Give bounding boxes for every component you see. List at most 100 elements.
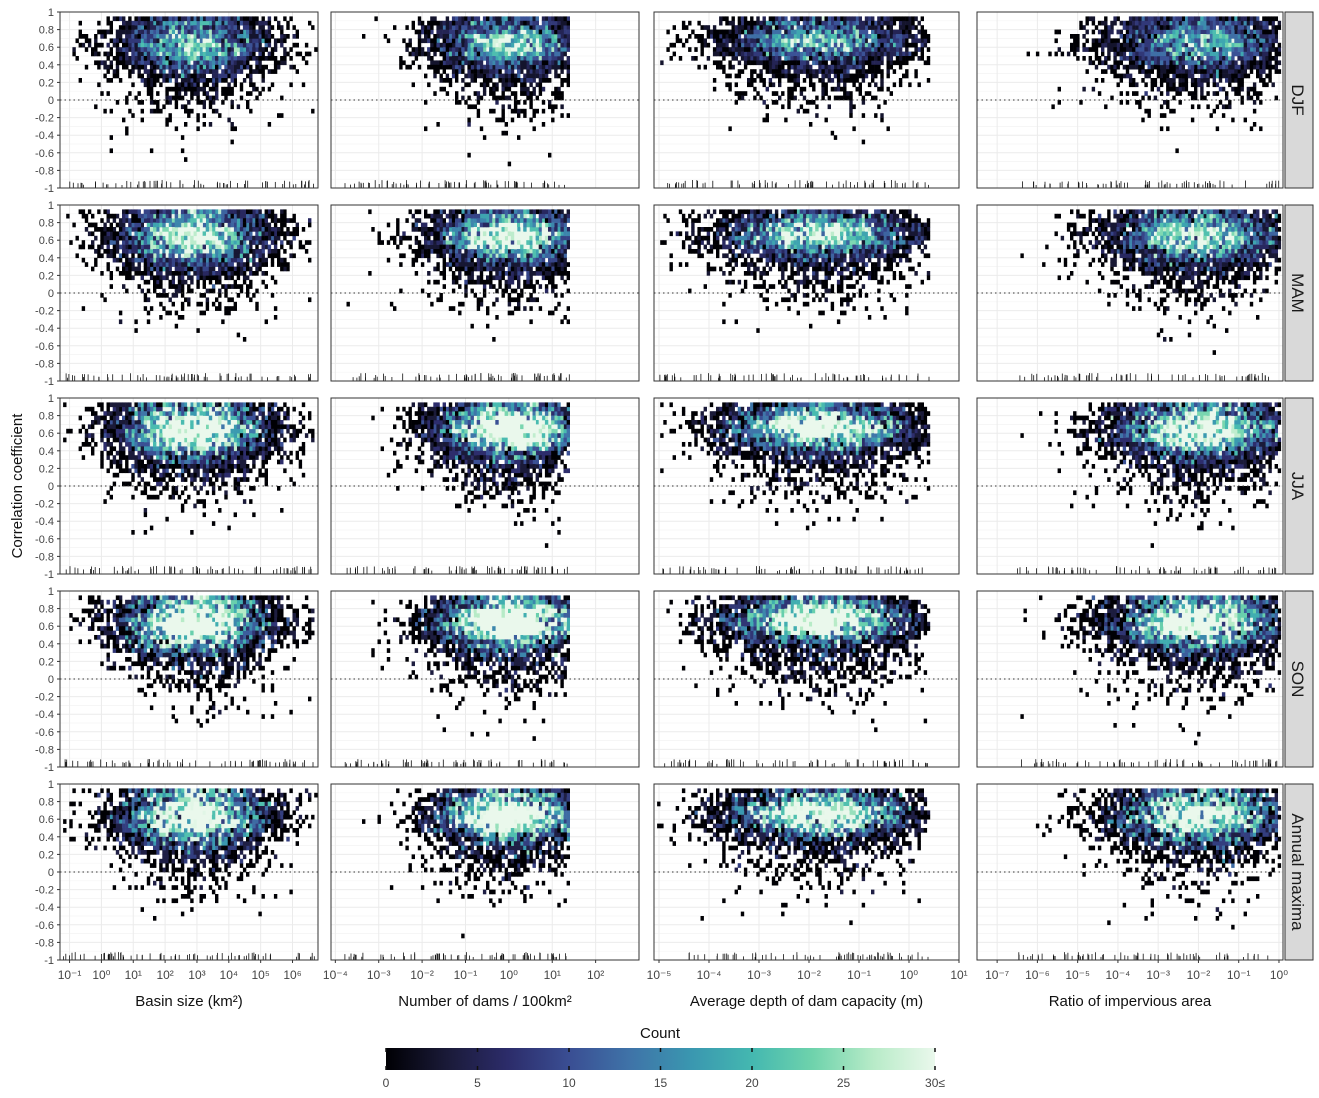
heatmap-cell [768, 82, 773, 88]
heatmap-cell [165, 249, 169, 254]
heatmap-cell [162, 20, 166, 26]
heatmap-cell [1135, 25, 1139, 30]
heatmap-cell [467, 42, 471, 48]
heatmap-cell [451, 34, 456, 39]
heatmap-cell [1159, 82, 1164, 88]
heatmap-cell [557, 91, 561, 96]
heatmap-cells [1026, 16, 1282, 154]
heatmap-cell [886, 60, 890, 66]
heatmap-cell [106, 78, 110, 83]
heatmap-cell [871, 73, 875, 79]
heatmap-cell [1175, 73, 1179, 79]
heatmap-cell [174, 266, 179, 272]
heatmap-cell [774, 42, 779, 48]
heatmap-cell [180, 47, 185, 52]
heatmap-cell [1125, 47, 1130, 52]
heatmap-cell [424, 126, 428, 132]
heatmap-cell [1116, 60, 1120, 66]
heatmap-cell [507, 38, 512, 44]
heatmap-cell [458, 34, 462, 39]
heatmap-cell [551, 104, 555, 110]
heatmap-cell [557, 20, 561, 26]
heatmap-cell [177, 271, 182, 276]
heatmap-cell [902, 16, 906, 22]
heatmap-cell [128, 209, 132, 215]
heatmap-cell [224, 235, 228, 241]
heatmap-cell [433, 69, 437, 74]
heatmap-cell [563, 78, 567, 83]
heatmap-cell [1128, 73, 1133, 79]
heatmap-cell [140, 244, 144, 250]
heatmap-cell [283, 38, 287, 44]
heatmap-cell [498, 34, 502, 39]
heatmap-cell [479, 34, 484, 39]
heatmap-cell [523, 86, 527, 92]
heatmap-cell [159, 222, 163, 228]
heatmap-cell [445, 16, 450, 22]
heatmap-cell [1166, 42, 1170, 48]
heatmap-cell [202, 275, 206, 281]
heatmap-cell [193, 266, 197, 272]
heatmap-cell [762, 25, 766, 30]
heatmap-cell [224, 240, 228, 245]
heatmap-cell [439, 29, 443, 35]
heatmap-cell [208, 25, 213, 30]
heatmap-cell [1116, 16, 1120, 22]
heatmap-cell [162, 69, 166, 74]
heatmap-cell [149, 148, 154, 154]
heatmap-cell [106, 240, 110, 245]
heatmap-cell [286, 25, 290, 30]
heatmap-cell [756, 20, 760, 26]
heatmap-cell [1203, 60, 1207, 66]
heatmap-cell [1166, 51, 1170, 57]
heatmap-cell [128, 249, 132, 254]
heatmap-cell [858, 60, 862, 66]
heatmap-cell [895, 34, 900, 39]
heatmap-cell [134, 16, 138, 22]
heatmap-cell [498, 69, 502, 74]
heatmap-cell [187, 69, 191, 74]
heatmap-cell [230, 139, 234, 145]
heatmap-cell [168, 86, 172, 92]
heatmap-cell [162, 73, 166, 79]
heatmap-cell [267, 56, 272, 61]
heatmap-cell [445, 25, 450, 30]
heatmap-cell [833, 56, 838, 61]
heatmap-cell [221, 78, 225, 83]
heatmap-cell [199, 227, 203, 232]
heatmap-cell [504, 78, 508, 83]
heatmap-cell [264, 218, 268, 223]
heatmap-cell [694, 56, 698, 61]
heatmap-cell [784, 51, 788, 57]
heatmap-cell [790, 29, 794, 35]
heatmap-cell [1249, 16, 1254, 22]
heatmap-cell [858, 82, 862, 88]
heatmap-cell [193, 213, 197, 219]
heatmap-cell [529, 16, 533, 22]
heatmap-cell [507, 42, 512, 48]
heatmap-cell [196, 56, 200, 61]
heatmap-cell [855, 73, 859, 79]
heatmap-cell [926, 34, 931, 39]
heatmap-cell [874, 73, 878, 79]
heatmap-cell [1259, 34, 1263, 39]
heatmap-cell [911, 38, 915, 44]
heatmap-cell [1135, 60, 1139, 66]
heatmap-cell [177, 253, 182, 259]
heatmap-cell [414, 56, 419, 61]
heatmap-cell [1169, 29, 1173, 35]
heatmap-cell [242, 227, 247, 232]
heatmap-cell [137, 73, 141, 79]
heatmap-cell [759, 20, 763, 26]
heatmap-cell [1141, 38, 1145, 44]
heatmap-cell [861, 20, 866, 26]
heatmap-cell [802, 86, 807, 92]
heatmap-cell [455, 64, 459, 70]
heatmap-cell [146, 227, 151, 232]
heatmap-cell [1231, 64, 1235, 70]
heatmap-cell [1159, 78, 1164, 83]
heatmap-cell [146, 213, 151, 219]
heatmap-cell [470, 51, 474, 57]
heatmap-cell [458, 42, 462, 48]
heatmap-cell [255, 69, 259, 74]
